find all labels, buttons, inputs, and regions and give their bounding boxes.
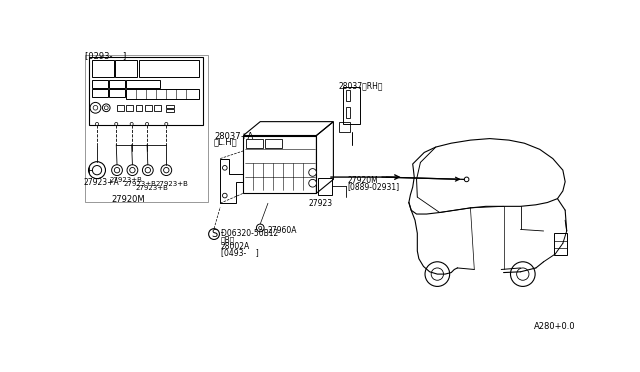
Circle shape xyxy=(102,104,110,112)
Circle shape xyxy=(223,193,227,198)
Circle shape xyxy=(90,102,101,113)
Text: 27923+B: 27923+B xyxy=(156,181,188,187)
Text: 28037（RH）: 28037（RH） xyxy=(338,81,383,91)
Circle shape xyxy=(164,122,168,125)
Text: （B）: （B） xyxy=(221,235,236,245)
Text: A280+0.0: A280+0.0 xyxy=(534,322,576,331)
Bar xyxy=(126,89,198,99)
Text: S: S xyxy=(211,229,217,239)
Circle shape xyxy=(308,169,316,176)
Bar xyxy=(243,135,316,193)
Text: （L.H）: （L.H） xyxy=(214,138,237,147)
Bar xyxy=(90,57,204,125)
Circle shape xyxy=(259,226,262,230)
Circle shape xyxy=(143,165,153,176)
Bar xyxy=(92,89,108,97)
Bar xyxy=(346,107,350,118)
Circle shape xyxy=(464,177,469,182)
Bar xyxy=(139,60,198,77)
Bar xyxy=(109,80,125,88)
Text: 28002A: 28002A xyxy=(221,242,250,251)
Text: Ð06320-50B12: Ð06320-50B12 xyxy=(221,230,278,238)
Circle shape xyxy=(431,268,444,280)
Circle shape xyxy=(209,229,220,240)
Bar xyxy=(92,60,114,77)
Bar xyxy=(145,105,152,111)
Circle shape xyxy=(164,167,169,173)
Circle shape xyxy=(223,166,227,170)
Text: 27920M: 27920M xyxy=(111,195,145,204)
Bar xyxy=(166,109,174,112)
Bar xyxy=(84,55,208,202)
Text: 27960A: 27960A xyxy=(268,225,298,235)
Circle shape xyxy=(308,179,316,187)
Bar xyxy=(554,233,568,255)
Text: 27923: 27923 xyxy=(308,199,333,208)
Bar xyxy=(344,87,360,124)
Circle shape xyxy=(425,262,450,286)
Text: [0493-    ]: [0493- ] xyxy=(221,248,259,257)
Bar xyxy=(126,80,160,88)
Bar xyxy=(265,139,282,148)
Circle shape xyxy=(127,165,138,176)
Circle shape xyxy=(145,167,150,173)
Bar xyxy=(136,105,143,111)
Bar xyxy=(154,105,161,111)
Circle shape xyxy=(130,122,133,125)
Circle shape xyxy=(93,106,98,110)
Bar xyxy=(246,139,263,148)
Circle shape xyxy=(516,268,529,280)
Circle shape xyxy=(88,162,106,179)
Bar xyxy=(115,60,137,77)
Circle shape xyxy=(115,122,118,125)
Text: 27920M: 27920M xyxy=(348,176,378,185)
Text: 27923+B: 27923+B xyxy=(109,177,142,183)
Text: 27923+B: 27923+B xyxy=(124,181,157,187)
Bar xyxy=(166,105,174,108)
Circle shape xyxy=(511,262,535,286)
Text: 27923+A: 27923+A xyxy=(84,178,120,187)
Circle shape xyxy=(115,167,120,173)
Circle shape xyxy=(145,122,148,125)
Bar xyxy=(117,105,124,111)
Circle shape xyxy=(130,167,135,173)
Circle shape xyxy=(92,166,102,175)
Bar xyxy=(346,90,350,101)
Text: 28037+A: 28037+A xyxy=(214,132,253,141)
Circle shape xyxy=(111,165,122,176)
Text: [0889-02931]: [0889-02931] xyxy=(348,182,399,191)
Circle shape xyxy=(161,165,172,176)
Text: 27923+B: 27923+B xyxy=(136,185,168,191)
Bar xyxy=(92,80,108,88)
Circle shape xyxy=(95,122,99,125)
Text: [0293-    ]: [0293- ] xyxy=(84,51,126,60)
Bar xyxy=(318,178,332,195)
Circle shape xyxy=(104,106,108,110)
Bar xyxy=(339,122,349,132)
Circle shape xyxy=(257,224,264,232)
Bar xyxy=(109,89,125,97)
Bar xyxy=(126,105,133,111)
